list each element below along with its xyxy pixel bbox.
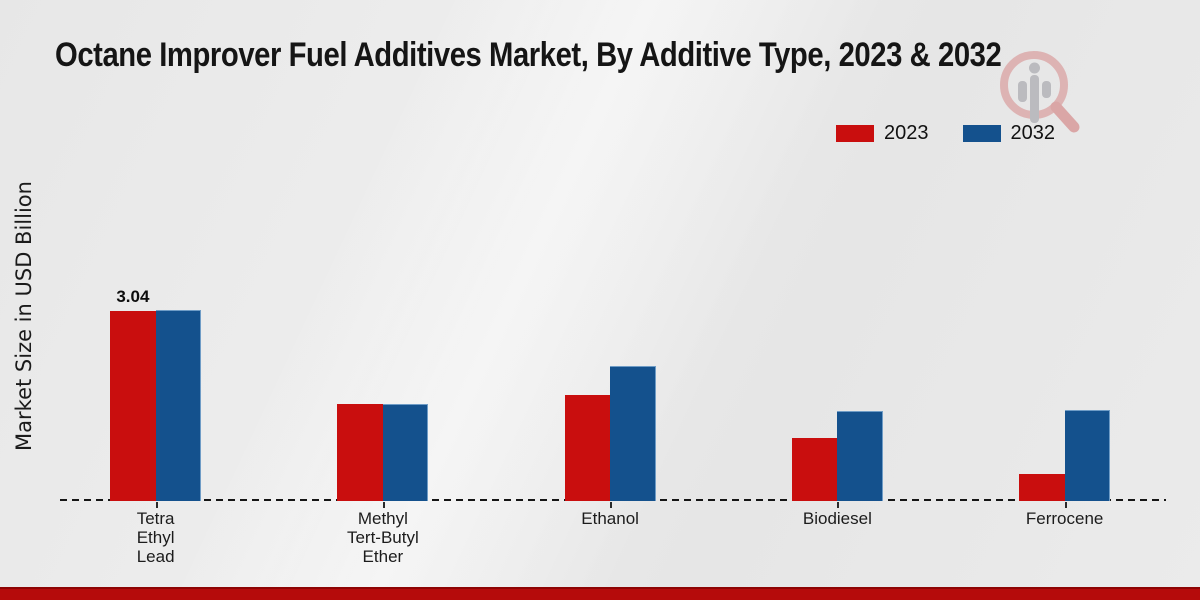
x-axis-tick xyxy=(382,502,385,508)
bar-2023-biodiesel xyxy=(791,437,838,501)
bar-group-tetra-ethyl-lead: 3.04 xyxy=(42,0,269,508)
bar-2032-ethanol xyxy=(610,366,656,501)
x-axis-label-biodiesel: Biodiesel xyxy=(802,509,872,528)
bar-2023-methyl-tert-butyl-ether xyxy=(337,404,383,501)
y-axis-label: Market Size in USD Billion xyxy=(12,181,36,451)
x-axis-label-tetra-ethyl-lead: Tetra Ethyl Lead xyxy=(136,509,175,566)
legend-item-2023: 2023 xyxy=(836,122,929,145)
x-axis-tick xyxy=(155,502,158,508)
chart-title: Octane Improver Fuel Additives Market, B… xyxy=(55,36,1002,74)
x-axis-label-ethanol: Ethanol xyxy=(581,509,639,528)
legend-label-2032: 2032 xyxy=(1010,122,1056,144)
bar-group-ferrocene xyxy=(951,0,1178,508)
x-axis-label-methyl-tert-butyl-ether: Methyl Tert-Butyl Ether xyxy=(346,509,419,566)
plot-area: 3.04 xyxy=(42,0,1179,508)
legend-item-2032: 2032 xyxy=(962,122,1056,145)
magnifier-bar-chart-logo-icon xyxy=(1000,51,1080,133)
bar-group-methyl-tert-butyl-ether xyxy=(269,0,496,508)
bar-group-ethanol xyxy=(497,0,724,508)
x-axis-tick xyxy=(837,502,840,508)
bar-2032-biodiesel xyxy=(837,411,883,501)
x-axis-tick xyxy=(1064,502,1067,508)
bar-2032-methyl-tert-butyl-ether xyxy=(382,404,429,501)
x-axis-tick xyxy=(610,502,613,508)
legend-swatch-2023 xyxy=(836,125,874,142)
legend: 2023 2032 xyxy=(836,122,1055,145)
legend-label-2023: 2023 xyxy=(884,122,929,144)
x-axis-label-ferrocene: Ferrocene xyxy=(1025,509,1104,528)
bar-2023-ethanol xyxy=(564,394,611,501)
bar-value-label: 3.04 xyxy=(116,287,150,306)
legend-swatch-2032 xyxy=(962,125,1001,142)
bar-2032-ferrocene xyxy=(1064,409,1111,501)
footer-accent-strip xyxy=(0,587,1200,600)
bar-2023-ferrocene xyxy=(1019,474,1065,501)
bar-2032-tetra-ethyl-lead xyxy=(155,309,202,501)
bar-group-biodiesel xyxy=(724,0,951,508)
bar-2023-tetra-ethyl-lead: 3.04 xyxy=(110,287,156,501)
